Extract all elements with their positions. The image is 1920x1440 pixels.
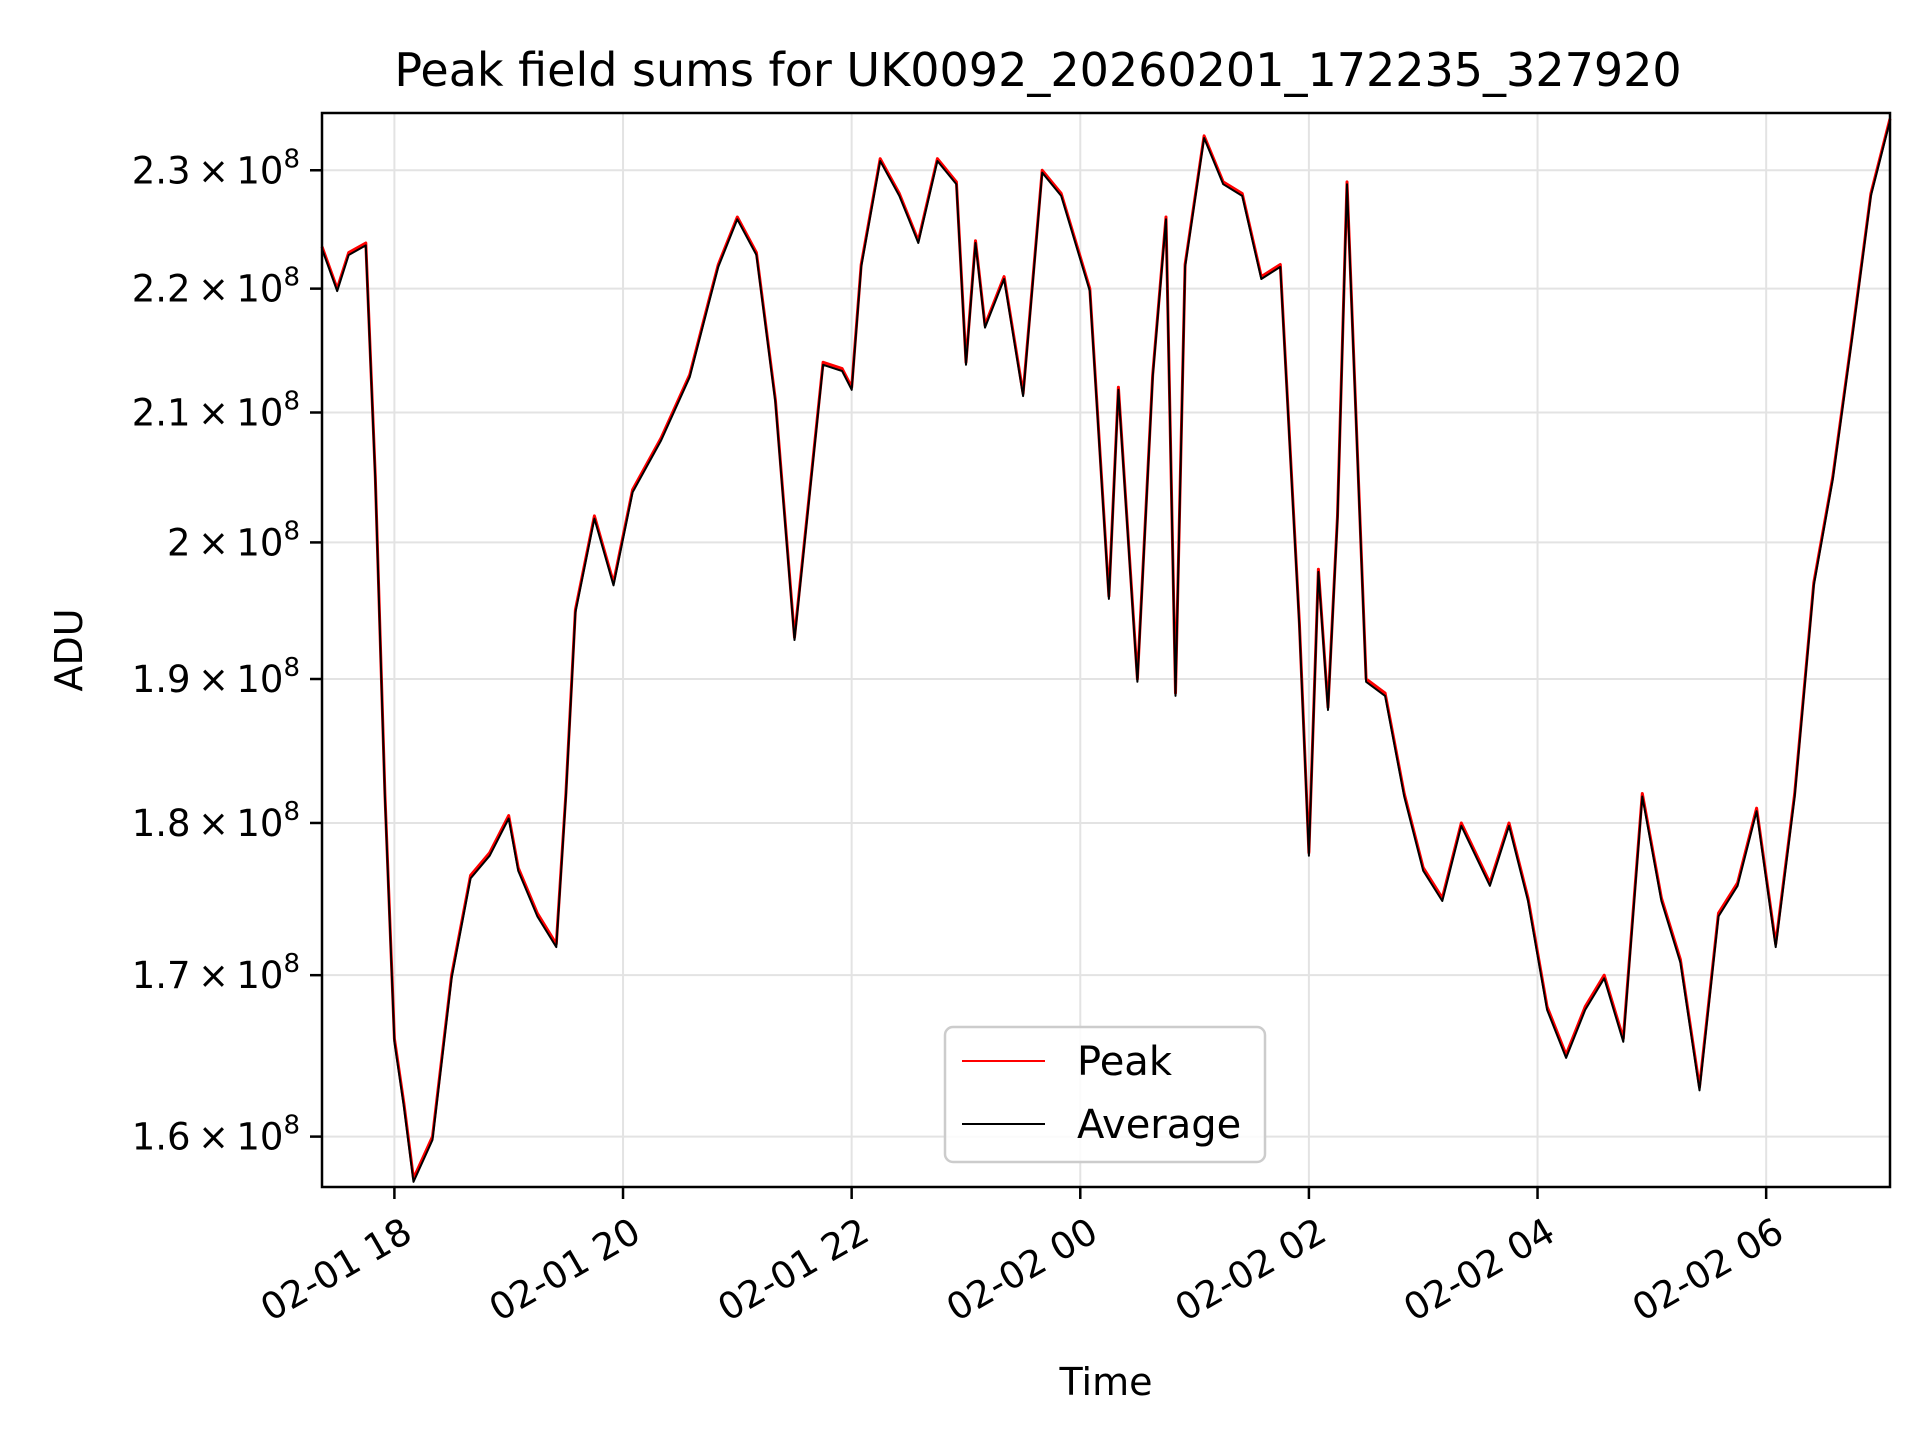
y-tick-label: 1.8 × 108 <box>132 797 300 845</box>
series-line-peak <box>320 118 1892 1180</box>
y-axis-label: ADU <box>47 608 91 691</box>
y-tick-mantissa: 2.2 <box>132 268 191 311</box>
y-tick-label: 1.9 × 108 <box>132 653 300 701</box>
x-tick-label: 02-02 02 <box>1168 1210 1334 1330</box>
legend-label-peak: Peak <box>1077 1039 1173 1085</box>
y-tick-mantissa: 1.8 <box>132 802 191 845</box>
x-tick-label: 02-01 20 <box>482 1210 648 1330</box>
x-axis-ticks: 02-01 18 02-01 20 02-01 22 02-02 00 02-02 02… <box>253 1187 1791 1330</box>
x-axis-label: Time <box>1059 1360 1153 1404</box>
x-tick-label: 02-01 18 <box>253 1210 419 1330</box>
y-tick-mantissa: 1.7 <box>132 954 191 997</box>
x-tick-label: 02-02 04 <box>1396 1210 1562 1330</box>
y-tick-label: 1.7 × 108 <box>132 949 300 997</box>
y-tick-mantissa: 1.9 <box>132 658 191 701</box>
y-tick-label: 2.1 × 108 <box>132 387 300 435</box>
legend: Peak Average <box>943 1025 1267 1164</box>
y-tick-label: 2 × 108 <box>167 516 300 564</box>
x-tick-label: 02-01 22 <box>711 1210 877 1330</box>
legend-label-average: Average <box>1077 1102 1241 1148</box>
y-tick-label: 2.2 × 108 <box>132 263 300 311</box>
series-line-average <box>321 120 1891 1183</box>
plot-area-frame <box>320 111 1892 1189</box>
y-tick-label: 2.3 × 108 <box>132 144 300 192</box>
x-tick-label: 02-02 00 <box>939 1210 1105 1330</box>
y-axis-ticks: 1.6 × 108 1.7 × 108 1.8 × 108 1.9 × 108 2 × … <box>132 144 322 1159</box>
series-layer <box>320 118 1892 1183</box>
y-tick-mantissa: 2.1 <box>132 392 191 435</box>
grid <box>322 113 1890 1187</box>
y-tick-label: 1.6 × 108 <box>132 1111 300 1159</box>
y-tick-mantissa: 2.3 <box>132 149 191 192</box>
chart-title: Peak field sums for UK0092_20260201_1722… <box>394 43 1681 97</box>
y-tick-mantissa: 2 <box>167 521 191 564</box>
y-tick-mantissa: 1.6 <box>132 1116 191 1159</box>
x-tick-label: 02-02 06 <box>1625 1210 1791 1330</box>
